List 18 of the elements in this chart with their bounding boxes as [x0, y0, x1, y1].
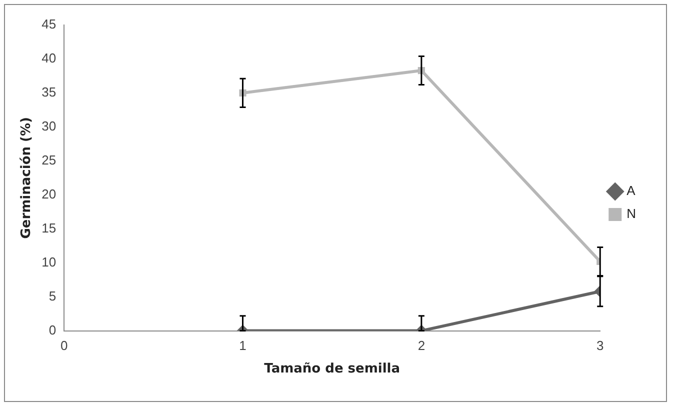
y-tick-label: 20 — [42, 186, 56, 202]
y-tick-label: 45 — [42, 16, 56, 32]
legend-label: A — [626, 183, 636, 198]
y-tick-label: 35 — [42, 84, 56, 100]
y-tick-label: 30 — [42, 118, 56, 134]
x-axis-title: Tamaño de semilla — [264, 362, 400, 377]
legend-label: N — [626, 206, 636, 222]
x-tick-label: 0 — [60, 338, 68, 354]
y-tick-label: 40 — [42, 50, 56, 66]
y-tick-label: 15 — [42, 220, 56, 236]
x-tick-label: 3 — [596, 338, 604, 354]
x-tick-label: 2 — [418, 338, 426, 354]
x-tick-label: 1 — [239, 338, 246, 354]
y-axis-title: Germinación (%) — [19, 117, 34, 239]
y-tick-label: 0 — [48, 322, 56, 338]
y-tick-label: 10 — [42, 254, 56, 270]
y-tick-label: 25 — [42, 152, 56, 168]
y-tick-label: 5 — [48, 288, 56, 304]
